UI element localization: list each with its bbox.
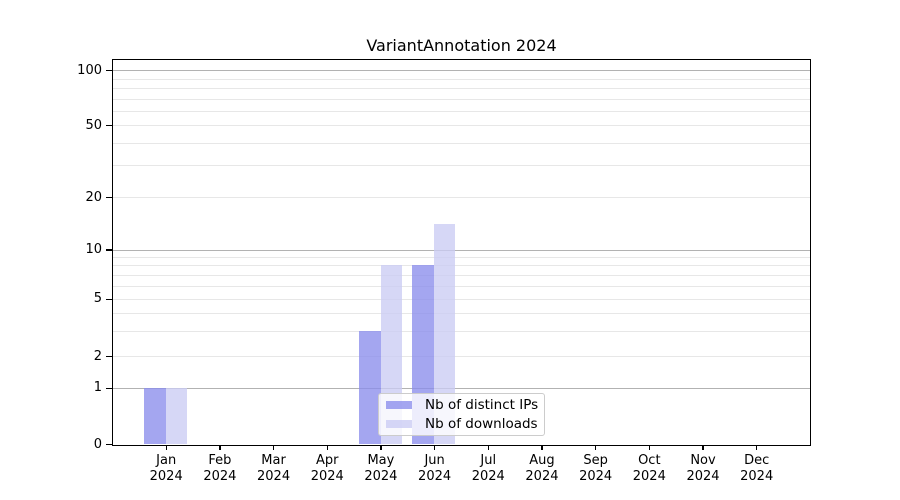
distinct-ips-swatch-icon [386, 401, 412, 409]
x-axis-label-aug: Aug 2024 [525, 453, 559, 485]
bar-downloads-jun [434, 224, 456, 445]
gridline-y-4 [113, 312, 810, 314]
gridline-y-40 [113, 142, 810, 144]
gridline-y-90 [113, 78, 810, 80]
x-axis-label-nov: Nov 2024 [686, 453, 720, 485]
x-axis-tick-oct [648, 445, 650, 451]
y-axis-label-100: 100 [77, 62, 102, 78]
gridline-y-2 [113, 356, 810, 358]
gridline-y-6 [113, 285, 810, 287]
x-axis-label-sep: Sep 2024 [579, 453, 613, 485]
x-axis-tick-nov [702, 445, 704, 451]
x-axis-tick-sep [594, 445, 597, 451]
y-axis-tick-5 [106, 298, 112, 300]
x-axis-tick-jul [487, 445, 489, 451]
y-axis-label-1: 1 [93, 380, 102, 396]
y-axis-label-0: 0 [93, 436, 102, 452]
gridline-y-7 [113, 274, 810, 276]
legend-row-distinct-ips: Nb of distinct IPs [386, 397, 539, 413]
y-axis-tick-1 [106, 387, 112, 389]
bar-ips-may [358, 330, 381, 445]
x-axis-tick-aug [541, 445, 543, 451]
x-axis-tick-mar [272, 445, 275, 451]
gridline-y-10 [113, 249, 810, 251]
y-axis-tick-20 [106, 197, 112, 199]
y-axis-label-20: 20 [85, 189, 102, 205]
x-axis-tick-may [380, 445, 382, 451]
x-axis-tick-feb [219, 445, 221, 451]
y-axis-label-2: 2 [93, 348, 102, 364]
gridline-y-5 [113, 298, 810, 300]
x-axis-tick-jan [165, 445, 167, 451]
x-axis-label-jul: Jul 2024 [471, 453, 505, 485]
x-axis-label-dec: Dec 2024 [740, 453, 774, 485]
x-axis-label-mar: Mar 2024 [257, 453, 291, 485]
x-axis-label-may: May 2024 [364, 453, 398, 485]
x-axis-label-oct: Oct 2024 [632, 453, 666, 485]
downloads-swatch-icon [386, 420, 412, 428]
y-axis-label-10: 10 [85, 242, 102, 257]
y-axis-tick-50 [106, 125, 112, 127]
x-axis-tick-dec [755, 445, 758, 451]
gridline-y-30 [113, 165, 810, 167]
y-axis-label-5: 5 [93, 291, 102, 307]
bar-downloads-jan [165, 387, 187, 445]
y-axis-tick-2 [106, 356, 112, 358]
y-axis-tick-10 [106, 249, 112, 251]
legend-label-distinct-ips: Nb of distinct IPs [425, 397, 539, 413]
y-axis-tick-0 [106, 444, 112, 446]
legend-row-downloads: Nb of downloads [386, 416, 538, 432]
gridline-y-9 [113, 257, 810, 259]
x-axis-label-apr: Apr 2024 [310, 453, 344, 485]
gridline-y-70 [113, 98, 810, 100]
gridline-y-100 [113, 70, 810, 72]
legend-label-downloads: Nb of downloads [425, 416, 538, 432]
gridline-y-50 [113, 125, 810, 127]
chart-title: VariantAnnotation 2024 [366, 36, 557, 55]
x-axis-tick-apr [326, 445, 328, 451]
x-axis-label-jun: Jun 2024 [418, 453, 452, 485]
x-axis-label-jan: Jan 2024 [149, 453, 183, 485]
legend: Nb of distinct IPs Nb of downloads [378, 393, 545, 436]
bar-ips-jan [143, 387, 166, 445]
gridline-y-3 [113, 330, 810, 332]
plot-area [112, 59, 811, 446]
gridline-y-1 [113, 387, 810, 389]
y-axis-label-50: 50 [85, 117, 102, 133]
gridline-y-8 [113, 265, 810, 267]
gridline-y-80 [113, 88, 810, 89]
gridline-y-60 [113, 110, 810, 112]
y-axis-tick-100 [106, 70, 112, 72]
x-axis-label-feb: Feb 2024 [203, 453, 237, 485]
x-axis-tick-jun [433, 445, 436, 451]
gridline-y-20 [113, 197, 810, 199]
